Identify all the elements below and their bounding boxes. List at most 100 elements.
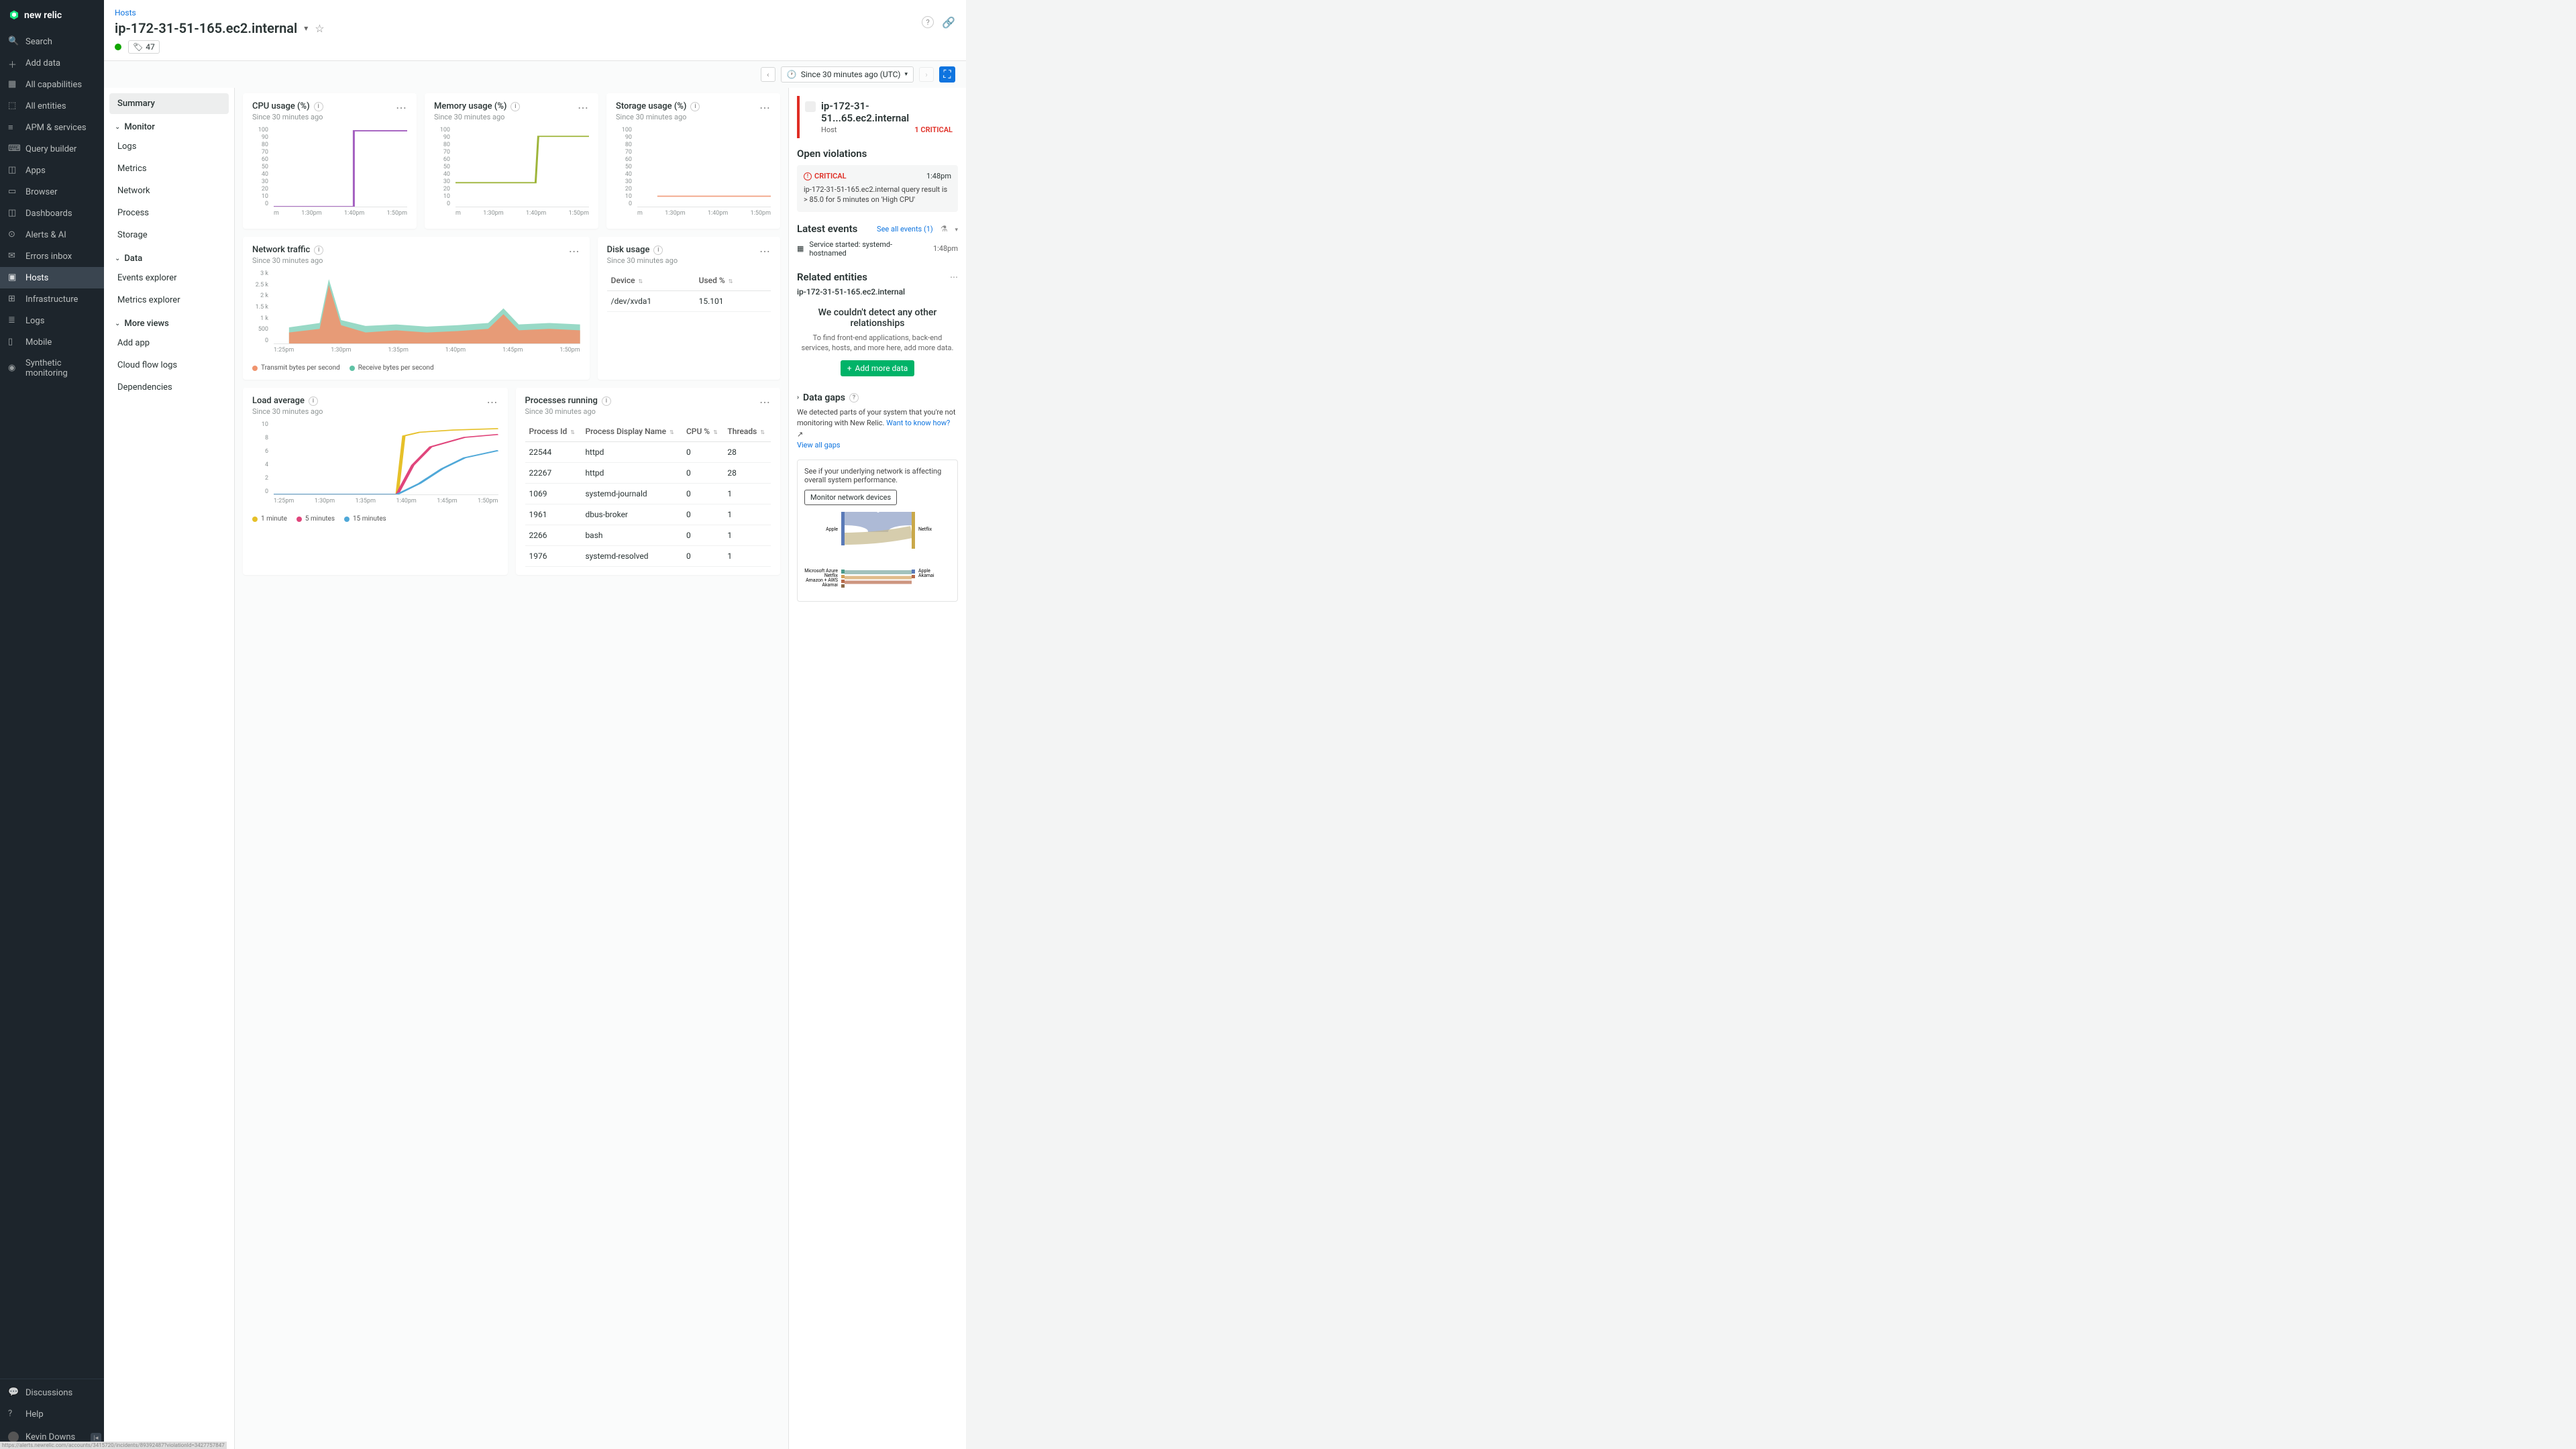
stack-icon: ≡ [8,122,19,133]
tag-count: 47 [146,42,155,52]
more-icon[interactable]: ⋯ [759,101,771,114]
more-icon[interactable]: ⋯ [759,245,771,258]
sidebar-item-all-capabilities[interactable]: ▦All capabilities [0,74,104,95]
sidebar-item-all-entities[interactable]: ⬚All entities [0,95,104,117]
sidebar-item-discussions[interactable]: 💬Discussions [0,1382,104,1403]
violation-box[interactable]: !CRITICAL 1:48pm ip-172-31-51-165.ec2.in… [797,165,958,212]
view-all-gaps[interactable]: View all gaps [797,441,841,449]
tags-badge[interactable]: 🏷 47 [128,40,160,54]
more-icon[interactable]: ⋯ [396,101,407,114]
logs-icon: ≣ [8,315,19,326]
subnav-item-cloud-flow-logs[interactable]: Cloud flow logs [109,355,229,376]
subnav-section-data[interactable]: ⌄Data [109,247,229,268]
event-icon: ▦ [797,244,804,253]
subnav-item-dependencies[interactable]: Dependencies [109,377,229,398]
sidebar-item-logs[interactable]: ≣Logs [0,310,104,331]
info-icon[interactable]: i [511,102,520,111]
star-icon[interactable]: ☆ [315,22,324,35]
time-next-button[interactable]: › [919,67,934,82]
table-row[interactable]: 2266bash01 [525,525,771,546]
subnav-summary[interactable]: Summary [109,93,229,114]
subnav-section-more-views[interactable]: ⌄More views [109,312,229,333]
load-card: Load averagei Since 30 minutes ago ⋯ 108… [243,388,508,575]
event-row[interactable]: ▦ Service started: systemd-hostnamed 1:4… [797,235,958,263]
sidebar-item-synthetic-monitoring[interactable]: ◉Synthetic monitoring [0,353,104,384]
subnav: Summary ⌄MonitorLogsMetricsNetworkProces… [104,88,235,1449]
dashboard: CPU usage (%)i Since 30 minutes ago ⋯ 10… [235,88,788,1449]
chevron-down-icon[interactable]: ▾ [955,227,958,233]
table-row[interactable]: 22267httpd028 [525,463,771,484]
table-row[interactable]: /dev/xvda115.101 [607,291,771,312]
table-row[interactable]: 1069systemd-journald01 [525,484,771,504]
more-icon[interactable]: ⋯ [759,396,771,409]
time-prev-button[interactable]: ‹ [761,67,775,82]
info-icon[interactable]: ? [849,393,859,402]
more-icon[interactable]: ⋯ [487,396,498,409]
sidebar-item-dashboards[interactable]: ◫Dashboards [0,203,104,224]
info-icon[interactable]: i [690,102,700,111]
main-content: Hosts ip-172-31-51-165.ec2.internal ▾ ☆ … [104,0,966,1449]
sidebar-item-search[interactable]: 🔍Search [0,31,104,52]
gaps-link[interactable]: Want to know how? [886,419,950,427]
violation-text: ip-172-31-51-165.ec2.internal query resu… [804,184,951,205]
chevron-right-icon: › [797,394,799,401]
info-icon[interactable]: i [653,246,663,255]
subnav-item-metrics-explorer[interactable]: Metrics explorer [109,290,229,311]
table-row[interactable]: 22544httpd028 [525,442,771,463]
events-title: Latest events [797,223,857,235]
sidebar-item-errors-inbox[interactable]: ✉Errors inbox [0,246,104,267]
sidebar-item-apps[interactable]: ◫Apps [0,160,104,181]
subnav-item-storage[interactable]: Storage [109,225,229,246]
subnav-item-add-app[interactable]: Add app [109,333,229,354]
title-dropdown-icon[interactable]: ▾ [304,23,308,33]
info-icon[interactable]: i [602,396,611,406]
see-all-events[interactable]: See all events (1) [877,225,933,233]
sidebar-item-infrastructure[interactable]: ⊞Infrastructure [0,288,104,310]
monitor-network-button[interactable]: Monitor network devices [804,490,897,505]
search-icon: 🔍 [8,36,19,47]
data-gaps-toggle[interactable]: › Data gaps ? [797,392,958,403]
tag-icon: 🏷 [133,42,143,52]
more-icon[interactable]: ⋯ [950,272,958,282]
sidebar-item-alerts-ai[interactable]: ⊙Alerts & AI [0,224,104,246]
add-data-button[interactable]: + Add more data [841,360,915,376]
breadcrumb[interactable]: Hosts [115,8,325,17]
subnav-item-events-explorer[interactable]: Events explorer [109,268,229,288]
more-icon[interactable]: ⋯ [578,101,589,114]
page-header: Hosts ip-172-31-51-165.ec2.internal ▾ ☆ … [104,0,966,61]
subnav-item-process[interactable]: Process [109,203,229,223]
gaps-title: Data gaps [803,392,845,403]
sidebar-item-help[interactable]: ?Help [0,1403,104,1425]
browser-icon: ▭ [8,186,19,197]
maximize-button[interactable]: ⛶ [939,66,955,83]
sidebar-item-apm-services[interactable]: ≡APM & services [0,117,104,138]
related-entity[interactable]: ip-172-31-51-165.ec2.internal [797,283,958,301]
link-icon[interactable]: 🔗 [942,16,955,29]
more-icon[interactable]: ⋯ [569,245,580,258]
table-row[interactable]: 1961dbus-broker01 [525,504,771,525]
subnav-section-monitor[interactable]: ⌄Monitor [109,115,229,136]
plus-icon: ＋ [8,58,19,68]
user-name: Kevin Downs [25,1432,75,1442]
info-icon[interactable]: i [314,246,323,255]
info-icon[interactable]: i [309,396,318,406]
detect-box: We couldn't detect any other relationshi… [797,301,958,383]
sidebar-item-add-data[interactable]: ＋Add data [0,52,104,74]
host-icon: ▣ [8,272,19,283]
sidebar-item-hosts[interactable]: ▣Hosts [0,267,104,288]
filter-icon[interactable]: ⚗ [941,224,948,233]
subnav-item-metrics[interactable]: Metrics [109,158,229,179]
sidebar-item-browser[interactable]: ▭Browser [0,181,104,203]
info-icon[interactable]: i [314,102,323,111]
main-sidebar: new relic 🔍Search＋Add data▦All capabilit… [0,0,104,1449]
help-icon[interactable]: ? [922,16,934,28]
subnav-item-network[interactable]: Network [109,180,229,201]
subnav-item-logs[interactable]: Logs [109,136,229,157]
sidebar-item-query-builder[interactable]: ⌨Query builder [0,138,104,160]
code-icon: ⌨ [8,144,19,154]
logo[interactable]: new relic [0,0,104,31]
network-card: Network traffici Since 30 minutes ago ⋯ … [243,237,590,380]
time-picker[interactable]: 🕐 Since 30 minutes ago (UTC) ▾ [781,66,914,83]
sidebar-item-mobile[interactable]: ▯Mobile [0,331,104,353]
table-row[interactable]: 1976systemd-resolved01 [525,546,771,567]
